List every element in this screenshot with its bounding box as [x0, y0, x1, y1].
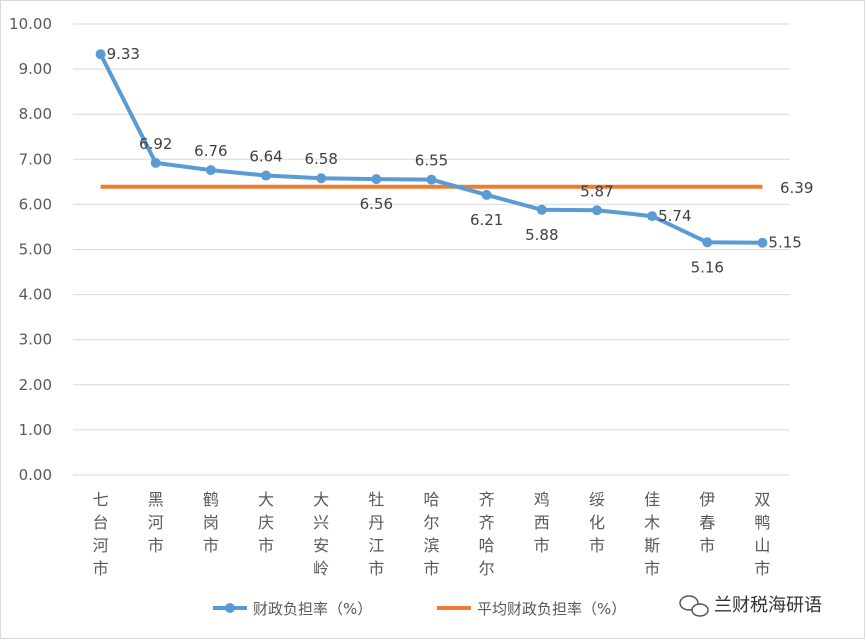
main-series: [95, 49, 768, 248]
watermark: 兰财税海研语: [679, 595, 822, 617]
data-label: 5.88: [525, 226, 558, 244]
data-label: 6.21: [470, 211, 503, 229]
y-tick-label: 5.00: [19, 241, 52, 259]
data-label: 6.56: [360, 195, 393, 213]
data-label: 5.16: [691, 258, 724, 276]
data-label: 6.55: [415, 152, 448, 170]
x-tick-label: 绥化市: [589, 490, 605, 555]
data-label: 6.92: [139, 135, 172, 153]
data-point: [702, 237, 713, 248]
legend-marker-main: [225, 603, 235, 613]
x-tick-label: 黑河市: [148, 490, 164, 555]
data-point: [316, 173, 327, 184]
y-tick-label: 8.00: [19, 105, 52, 123]
x-tick-label: 七台河市: [93, 490, 109, 578]
data-label: 6.64: [249, 148, 282, 166]
y-tick-label: 3.00: [19, 331, 52, 349]
x-axis-ticks: 七台河市 黑河市 鹤岗市 大庆市 大兴安岭 牡丹江市 哈尔滨市 齐齐哈尔 鸡西市 绥化市 佳木斯市 伊…: [93, 490, 771, 578]
data-label: 5.74: [658, 207, 691, 225]
data-label: 9.33: [107, 45, 140, 63]
data-label: 6.58: [304, 150, 337, 168]
gridlines: [73, 23, 790, 476]
x-tick-label: 佳木斯市: [644, 490, 660, 578]
y-axis-ticks: 0.00 1.00 2.00 3.00 4.00 5.00 6.00 7.00 8.00 9.00…: [9, 15, 52, 484]
y-tick-label: 4.00: [19, 286, 52, 304]
average-data-label: 6.39: [780, 179, 813, 197]
legend-label-main: 财政负担率（%）: [253, 600, 372, 618]
data-point: [150, 157, 161, 168]
data-label: 5.87: [580, 182, 613, 200]
data-point: [591, 205, 602, 216]
data-label: 5.15: [768, 234, 801, 252]
data-point: [261, 170, 272, 181]
data-labels: 9.33 6.92 6.76 6.64 6.58 6.56 6.55 6.21 5.88 5.87…: [107, 45, 814, 276]
data-point: [371, 174, 382, 185]
data-label: 6.76: [194, 142, 227, 160]
y-tick-label: 10.00: [9, 15, 52, 33]
data-point: [481, 189, 492, 200]
data-point: [647, 211, 658, 222]
x-tick-label: 鹤岗市: [203, 490, 219, 555]
y-tick-label: 1.00: [19, 421, 52, 439]
x-tick-label: 双鸭山市: [754, 490, 770, 578]
data-point: [536, 204, 547, 215]
y-tick-label: 6.00: [19, 195, 52, 213]
y-tick-label: 0.00: [19, 466, 52, 484]
x-tick-label: 伊春市: [699, 490, 715, 555]
y-tick-label: 9.00: [19, 60, 52, 78]
legend-label-average: 平均财政负担率（%）: [477, 600, 626, 618]
x-tick-label: 哈尔滨市: [423, 490, 439, 578]
watermark-text: 兰财税海研语: [714, 595, 822, 616]
y-tick-label: 7.00: [19, 150, 52, 168]
data-point: [757, 237, 768, 248]
y-tick-label: 2.00: [19, 376, 52, 394]
x-tick-label: 大庆市: [258, 490, 274, 555]
x-tick-label: 鸡西市: [534, 490, 550, 555]
data-point: [95, 49, 106, 60]
x-tick-label: 牡丹江市: [368, 490, 384, 578]
data-point: [205, 165, 216, 176]
x-tick-label: 大兴安岭: [313, 490, 329, 578]
data-point: [426, 174, 437, 185]
legend: 财政负担率（%） 平均财政负担率（%）: [213, 600, 626, 618]
wechat-icon: [679, 595, 709, 617]
x-tick-label: 齐齐哈尔: [479, 490, 495, 578]
